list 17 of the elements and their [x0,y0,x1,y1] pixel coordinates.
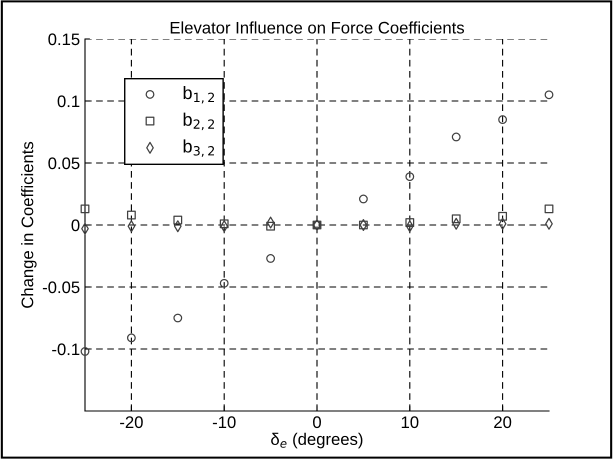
y-tick-label: 0 [72,219,80,232]
y-tick-label: -0.05 [42,281,80,294]
x-tick-label: -20 [120,416,143,428]
y-tick-label: 0.05 [48,157,80,170]
chart-title: Elevator Influence on Force Coefficients [170,21,464,34]
x-tick-label: -10 [212,416,236,428]
y-tick-label: 0.15 [48,33,80,46]
legend-label: b$_{1,2}$ [184,86,214,104]
y-axis-title: Change in Coefficients [21,142,37,308]
legend-label: b$_{3,2}$ [184,139,214,157]
x-tick-label: 10 [402,416,418,428]
x-tick-label: 20 [494,416,512,428]
legend-label: b$_{2,2}$ [184,112,214,130]
x-tick-label: 0 [313,416,321,428]
y-tick-label: -0.1 [52,343,80,356]
y-tick-label: 0.1 [58,95,80,108]
x-axis-title: δ$_{e}$ (degrees) [271,432,362,448]
